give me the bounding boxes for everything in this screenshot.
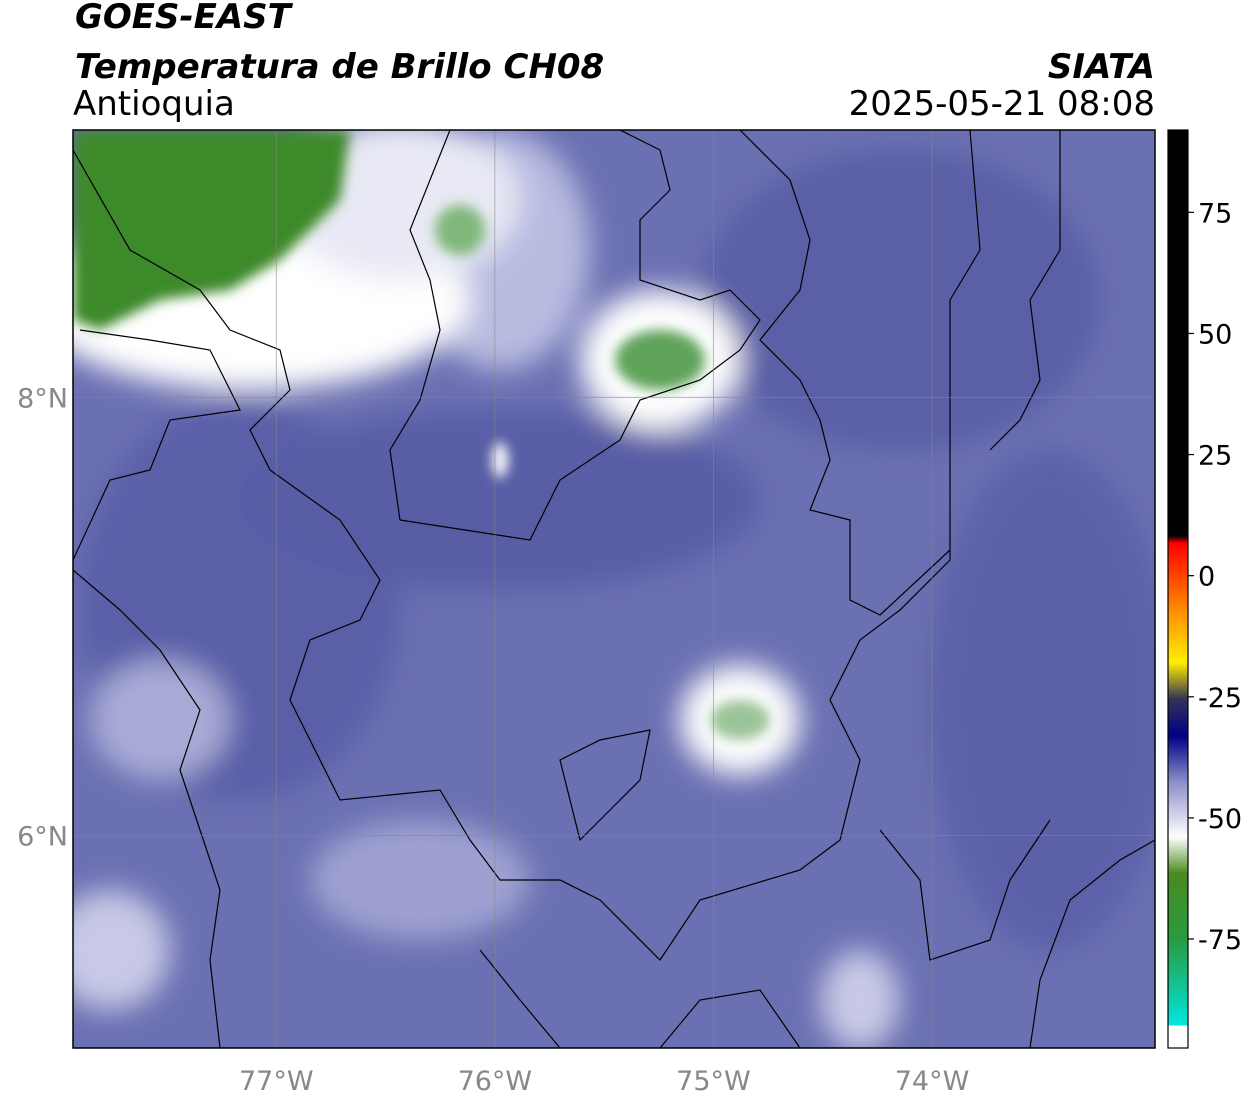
colorbar-tick-label: 50 xyxy=(1198,319,1232,350)
y-tick-label: 8°N xyxy=(17,383,68,414)
x-tick-label: 74°W xyxy=(895,1066,970,1097)
y-tick-label: 6°N xyxy=(17,821,68,852)
subtitle: Temperatura de Brillo CH08 xyxy=(75,47,604,87)
map-frame xyxy=(72,129,1156,1049)
colorbar-tick-label: -50 xyxy=(1198,804,1242,835)
title: GOES-EAST xyxy=(75,0,294,37)
region: Antioquia xyxy=(73,84,235,124)
datetime: 2025-05-21 08:08 xyxy=(849,84,1155,124)
colorbar xyxy=(1167,129,1189,1049)
satellite-image xyxy=(73,130,1155,1048)
x-tick-label: 76°W xyxy=(458,1066,533,1097)
colorbar-tick-label: -75 xyxy=(1198,925,1242,956)
colorbar-tick-label: -25 xyxy=(1198,683,1242,714)
colorbar-tick-label: 75 xyxy=(1198,198,1232,229)
x-tick-label: 75°W xyxy=(676,1066,751,1097)
colorbar-tick-label: 0 xyxy=(1198,562,1215,593)
source: SIATA xyxy=(1048,47,1155,87)
x-tick-label: 77°W xyxy=(239,1066,314,1097)
colorbar-tick-label: 25 xyxy=(1198,441,1232,472)
